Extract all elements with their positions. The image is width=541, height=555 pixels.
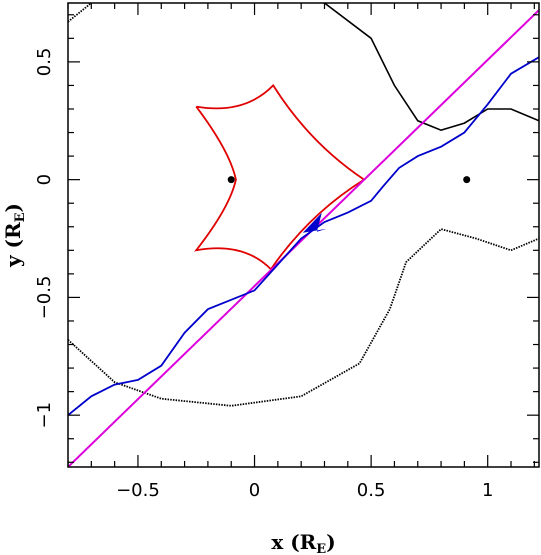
x-tick-label: −0.5 bbox=[116, 480, 160, 501]
lens-point-1 bbox=[227, 176, 235, 184]
plot-frame bbox=[67, 2, 540, 468]
x-axis-label: x (RE) bbox=[271, 530, 335, 555]
y-tick-label: −1 bbox=[34, 402, 55, 429]
y-axis-label-close: ) bbox=[1, 203, 25, 212]
x-tick-label: 0.5 bbox=[357, 480, 386, 501]
chart-curves bbox=[68, 3, 539, 467]
caustic-curve bbox=[194, 83, 366, 271]
x-tick-label: 1 bbox=[482, 480, 493, 501]
y-axis-unit-subscript: E bbox=[13, 212, 28, 222]
y-axis-label: y (RE) bbox=[1, 203, 28, 268]
y-tick-label: 0 bbox=[34, 174, 55, 185]
source-trajectory-line bbox=[68, 9, 539, 467]
direction-arrow bbox=[302, 212, 327, 233]
axis-tick-labels: −0.5 0 0.5 1 −1 −0.5 0 0.5 bbox=[34, 48, 493, 501]
x-tick-label: 0 bbox=[249, 480, 260, 501]
x-axis-unit-subscript: E bbox=[316, 542, 326, 555]
critical-curve-upper-right bbox=[324, 3, 539, 132]
y-tick-label: −0.5 bbox=[34, 276, 55, 320]
lens-point-2 bbox=[463, 176, 471, 184]
x-axis-label-close: ) bbox=[326, 530, 335, 554]
y-tick-label: 0.5 bbox=[34, 48, 55, 77]
critical-curve-outer bbox=[68, 228, 539, 407]
axis-ticks bbox=[67, 3, 539, 467]
chart-marks bbox=[227, 176, 471, 184]
critical-curve-upper-left bbox=[68, 3, 92, 23]
